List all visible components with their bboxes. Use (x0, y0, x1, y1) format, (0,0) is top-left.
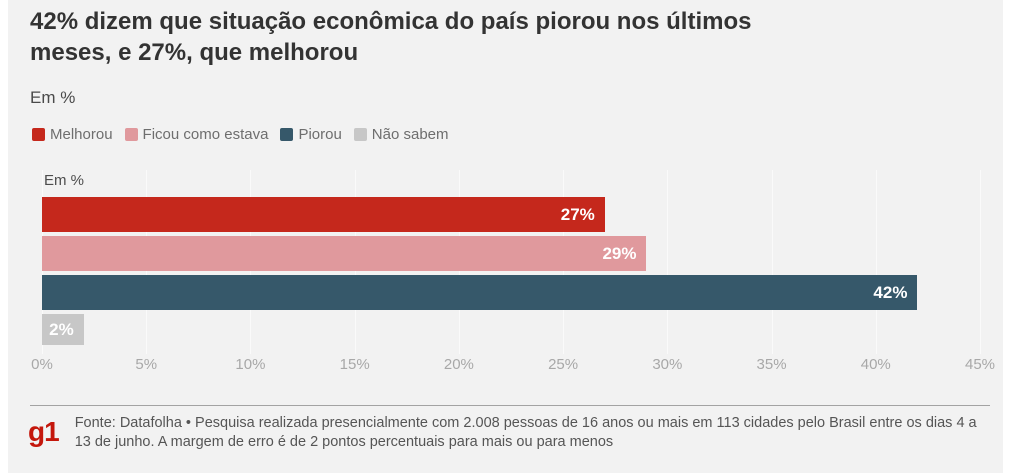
x-tick-label: 45% (964, 356, 996, 373)
g1-logo: g1 (28, 416, 60, 447)
page-title: 42% dizem que situação econômica do país… (30, 8, 752, 66)
x-tick-label: 5% (135, 356, 158, 373)
source-text: Fonte: Datafolha • Pesquisa realizada pr… (74, 415, 977, 450)
x-axis: 0% 5% 10% 15% 20% 25% 30% 35% 40% 45% (31, 356, 995, 376)
footer: g1 Fonte: Datafolha • Pesquisa realizada… (28, 414, 990, 452)
legend-swatch-icon (32, 128, 45, 141)
x-tick-label: 40% (860, 356, 891, 373)
legend-label: Melhorou (50, 126, 113, 143)
bar-value-label: 27% (560, 204, 595, 224)
x-tick-label: 30% (652, 356, 683, 373)
gridline (875, 170, 877, 354)
gridline (980, 170, 981, 354)
legend-label: Não sabem (371, 126, 449, 143)
x-tick-label: 0% (31, 356, 53, 373)
bar-value-label: 29% (602, 243, 637, 263)
plot-unit-label: Em % (44, 172, 85, 189)
gridline (771, 170, 773, 354)
legend-swatch-icon (280, 128, 294, 141)
unit-subtitle: Em % (30, 88, 76, 107)
gridline (667, 170, 669, 354)
bar-melhorou: 27% (42, 197, 605, 232)
legend-item-0: Melhorou (32, 126, 113, 143)
bar-não-sabem: 2% (42, 314, 84, 345)
legend-item-1: Ficou como estava (124, 126, 269, 143)
x-tick-label: 15% (339, 356, 370, 373)
bar-value-label: 2% (49, 319, 74, 339)
bar-value-label: 42% (873, 282, 908, 302)
legend: Melhorou Ficou como estava Piorou Não sabem (32, 126, 449, 143)
legend-label: Ficou como estava (142, 126, 269, 143)
legend-item-2: Piorou (280, 126, 342, 143)
legend-item-3: Não sabem (353, 126, 449, 143)
bar-chart: Em % 27% 29% 42% 2% 0% 5% 10% 15% 20% 25% 30% 35% 4… (31, 168, 995, 380)
x-tick-label: 10% (235, 356, 266, 373)
legend-label: Piorou (298, 126, 342, 143)
x-tick-label: 20% (443, 356, 474, 373)
x-tick-label: 25% (548, 356, 579, 373)
legend-swatch-icon (353, 128, 367, 141)
bar-piorou: 42% (42, 275, 918, 310)
chart-card: 42% dizem que situação econômica do país… (8, 0, 1003, 473)
legend-swatch-icon (124, 128, 138, 141)
bar-ficou-como-estava: 29% (42, 236, 647, 271)
footer-divider (30, 405, 990, 406)
x-tick-label: 35% (756, 356, 787, 373)
